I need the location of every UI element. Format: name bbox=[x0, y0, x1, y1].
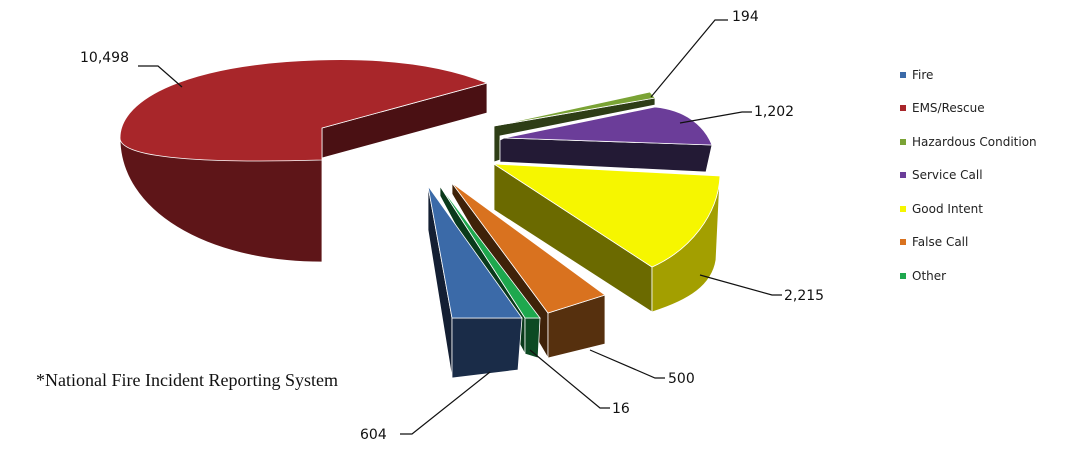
legend-label-ems-rescue: EMS/Rescue bbox=[912, 101, 985, 116]
footnote: *National Fire Incident Reporting System bbox=[36, 370, 338, 390]
legend-swatch-ems-rescue bbox=[900, 105, 906, 112]
legend: Fire EMS/Rescue Hazardous Condition Serv… bbox=[900, 58, 1060, 293]
legend-label-hazardous-condition: Hazardous Condition bbox=[912, 134, 1037, 149]
data-label-service-call: 1,202 bbox=[754, 104, 794, 120]
slice-ems-rescue bbox=[119, 59, 489, 263]
slice-service-call-top bbox=[503, 106, 713, 146]
leader-fire bbox=[400, 371, 491, 435]
legend-swatch-fire bbox=[900, 71, 906, 78]
legend-item-false-call: False Call bbox=[900, 226, 1060, 260]
slice-fire-top bbox=[427, 185, 523, 319]
leader-good-intent bbox=[699, 274, 782, 296]
legend-swatch-service-call bbox=[900, 172, 906, 179]
legend-item-fire: Fire bbox=[900, 58, 1060, 92]
data-labels: 10,498 194 1,202 2,215 500 16 604 bbox=[80, 9, 824, 443]
legend-label-other: Other bbox=[912, 268, 947, 283]
legend-swatch-good-intent bbox=[900, 205, 906, 212]
data-label-hazardous-condition: 194 bbox=[732, 9, 759, 25]
legend-swatch-hazardous-condition bbox=[900, 138, 906, 145]
legend-label-service-call: Service Call bbox=[912, 168, 983, 183]
leader-ems-rescue bbox=[138, 65, 183, 88]
data-label-fire: 604 bbox=[360, 427, 387, 443]
data-label-good-intent: 2,215 bbox=[784, 288, 824, 304]
data-label-leaders bbox=[138, 19, 782, 435]
slice-service-call-side bbox=[499, 137, 713, 173]
slice-false-call-top bbox=[451, 182, 606, 314]
legend-item-other: Other bbox=[900, 259, 1060, 293]
leader-hazardous-condition bbox=[650, 19, 728, 98]
leader-false-call bbox=[589, 349, 665, 379]
slice-other-top bbox=[439, 185, 541, 319]
legend-swatch-other bbox=[900, 272, 906, 279]
legend-label-false-call: False Call bbox=[912, 235, 969, 250]
leader-service-call bbox=[679, 111, 752, 124]
slice-good-intent-top bbox=[492, 163, 721, 268]
slice-fire bbox=[427, 185, 523, 379]
leader-other bbox=[529, 349, 610, 409]
legend-item-hazardous-condition: Hazardous Condition bbox=[900, 125, 1060, 159]
data-label-false-call: 500 bbox=[668, 371, 695, 387]
legend-label-good-intent: Good Intent bbox=[912, 201, 983, 216]
slice-service-call bbox=[499, 106, 713, 173]
legend-item-good-intent: Good Intent bbox=[900, 192, 1060, 226]
data-label-other: 16 bbox=[612, 401, 630, 417]
slice-fire-side bbox=[451, 317, 523, 379]
legend-item-ems-rescue: EMS/Rescue bbox=[900, 92, 1060, 126]
slice-good-intent bbox=[492, 163, 721, 313]
slice-ems-rescue-top bbox=[119, 59, 489, 162]
data-label-ems-rescue: 10,498 bbox=[80, 50, 129, 66]
legend-item-service-call: Service Call bbox=[900, 159, 1060, 193]
legend-label-fire: Fire bbox=[912, 67, 934, 82]
legend-swatch-false-call bbox=[900, 239, 906, 246]
